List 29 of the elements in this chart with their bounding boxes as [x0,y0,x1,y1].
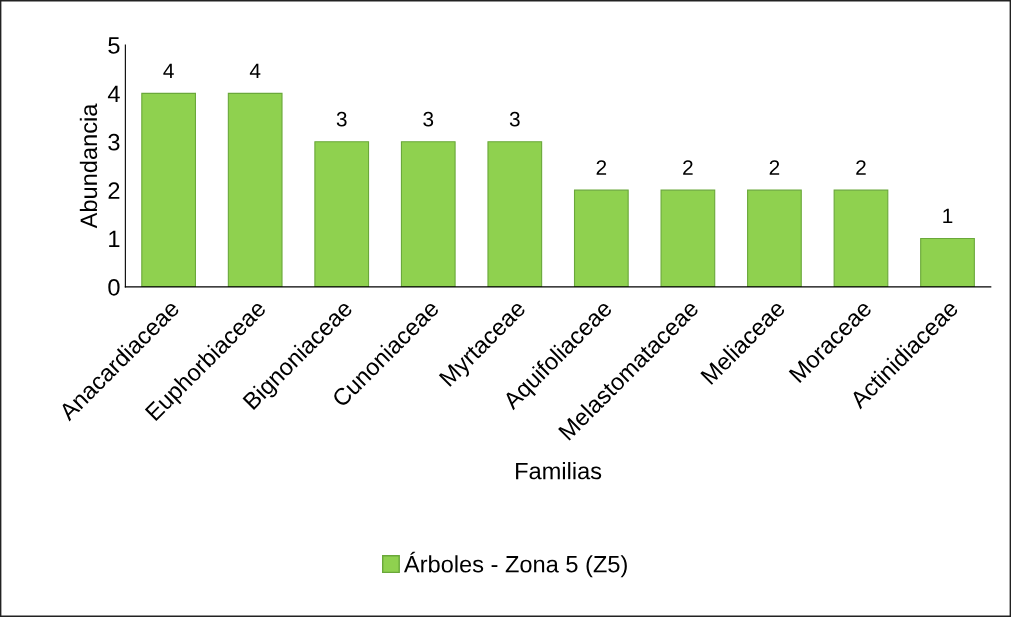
y-tick-label: 4 [107,85,120,102]
bar [833,189,889,287]
bar [660,189,716,287]
bar [487,141,543,287]
y-tick-label: 3 [108,133,120,151]
data-label: 2 [683,160,693,175]
bar [920,237,975,287]
y-tick-label: 1 [109,230,120,248]
legend-label: Árboles - Zona 5 (Z5) [403,551,627,578]
y-tick-label: 0 [108,278,120,296]
bar [747,189,802,287]
y-axis-title: Abundancia [79,103,98,229]
data-label: 4 [249,63,261,78]
bar [400,141,456,287]
bar [227,92,283,287]
data-label: 3 [423,111,434,127]
y-tick-label: 5 [108,37,120,54]
data-label: 2 [769,160,780,175]
bar [573,189,629,287]
data-label: 2 [856,160,866,175]
data-label: 4 [163,63,174,78]
data-label: 1 [943,208,953,224]
bar [141,92,197,287]
y-tick-label: 2 [108,182,120,199]
data-label: 3 [336,111,347,127]
data-label: 2 [596,160,607,175]
bar [314,141,370,287]
x-axis-title: Familias [516,462,602,480]
data-label: 3 [509,111,520,127]
